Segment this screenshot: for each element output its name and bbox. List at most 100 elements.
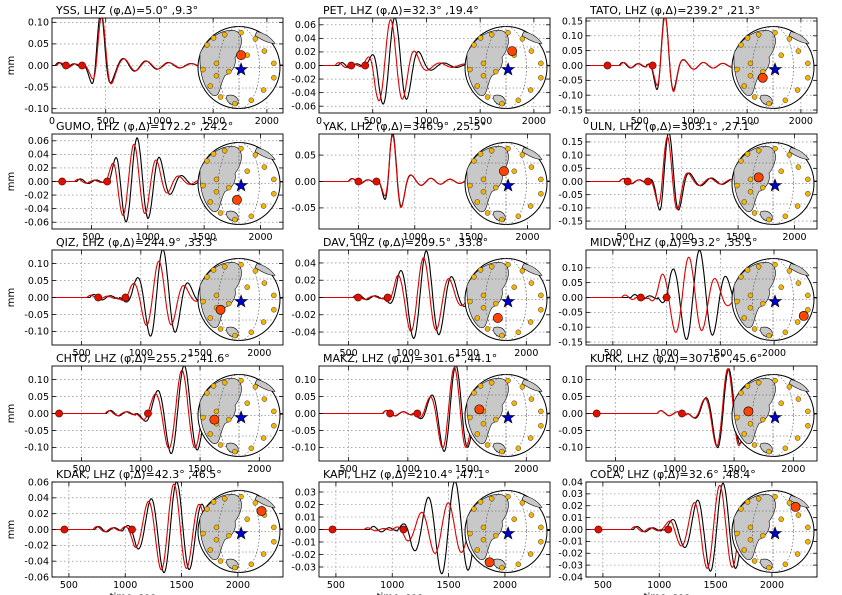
station-dot — [772, 377, 778, 384]
pick-marker — [636, 293, 645, 302]
station-dot — [271, 423, 277, 429]
x-tick-label: 2000 — [247, 348, 271, 359]
pick-marker — [58, 177, 67, 186]
station-dot — [505, 377, 511, 384]
station-dot — [519, 36, 526, 42]
station-dot — [782, 329, 789, 336]
pick-marker — [78, 61, 86, 70]
station-dot — [738, 506, 744, 512]
x-tick-label: 500 — [631, 116, 649, 127]
station-dot — [738, 158, 744, 164]
station-dot — [515, 97, 522, 104]
station-dot — [217, 210, 224, 216]
station-dot — [805, 539, 811, 545]
y-tick-label: -0.10 — [24, 104, 49, 115]
event-star-icon — [768, 410, 783, 424]
x-tick-label: 1500 — [703, 580, 727, 591]
y-tick-label: -0.05 — [291, 203, 316, 214]
panel-14: 500 1000 1500 2000-0.04-0.03-0.02-0.010.000… — [558, 468, 818, 591]
pick-marker — [594, 525, 603, 534]
station-dot — [511, 516, 517, 522]
active-station-dot — [209, 414, 220, 425]
station-dot — [747, 536, 754, 543]
station-dot — [213, 536, 220, 543]
station-dot — [741, 431, 748, 437]
station-dot — [778, 168, 784, 174]
station-dot — [515, 329, 522, 336]
station-dot — [248, 561, 255, 568]
y-tick-label: 0.04 — [295, 34, 316, 45]
pick-marker — [413, 409, 422, 418]
event-star-icon — [234, 294, 249, 308]
panel-11: 500 1000 1500 2000 -0.10 -0.05 0.00 0.05 0.10 KUR… — [558, 352, 818, 475]
station-dot — [207, 83, 214, 89]
station-dot — [488, 263, 495, 270]
active-station-dot — [507, 46, 518, 56]
meridian — [485, 374, 527, 457]
land-mass-north — [788, 379, 810, 392]
station-dot — [538, 191, 544, 197]
station-dot — [467, 298, 473, 305]
y-tick-label: 0.04 — [28, 150, 49, 161]
y-tick-label: 0.02 — [295, 500, 316, 511]
station-dot — [751, 210, 758, 216]
station-dot — [232, 564, 238, 571]
station-dot — [747, 292, 754, 299]
station-dot — [805, 176, 811, 183]
inset-globe — [731, 142, 815, 225]
station-dot — [480, 60, 487, 67]
y-tick-label: -0.03 — [558, 560, 583, 571]
station-dot — [488, 495, 495, 502]
station-dot — [795, 48, 802, 54]
x-tick-label: 2000 — [762, 348, 786, 359]
y-tick-label: -0.01 — [558, 537, 583, 548]
y-tick-label: -0.02 — [558, 549, 583, 560]
y-tick-label: 0.01 — [295, 512, 316, 523]
station-dot — [210, 151, 217, 157]
x-tick-label: 1000 — [113, 580, 137, 591]
station-dot — [734, 66, 740, 73]
y-tick-label: 0.03 — [562, 489, 583, 500]
inset-globe — [731, 258, 815, 341]
station-dot — [488, 31, 495, 38]
station-dot — [252, 384, 259, 390]
station-dot — [755, 263, 762, 270]
y-tick-label: -0.10 — [558, 203, 583, 214]
x-tick-label: 1500 — [735, 116, 759, 127]
y-tick-label: 0.10 — [28, 259, 49, 270]
station-dot — [515, 561, 522, 568]
x-tick-label: 0 — [316, 116, 322, 127]
station-dot — [217, 326, 224, 332]
inset-globe — [197, 258, 281, 341]
station-dot — [734, 414, 740, 421]
station-dot — [505, 261, 511, 268]
station-dot — [477, 267, 484, 273]
station-dot — [755, 147, 762, 154]
station-dot — [471, 274, 477, 280]
station-dot — [471, 42, 477, 48]
station-dot — [528, 280, 535, 286]
event-star-icon — [501, 526, 516, 540]
station-dot — [210, 499, 217, 505]
station-dot — [477, 383, 484, 389]
event-star-icon — [768, 178, 783, 192]
station-dot — [505, 145, 511, 152]
y-tick-label: -0.03 — [291, 562, 316, 573]
station-dot — [538, 292, 544, 299]
station-dot — [488, 379, 495, 386]
pick-marker — [128, 525, 136, 534]
pick-marker — [664, 525, 673, 534]
y-tick-label: -0.06 — [24, 218, 49, 229]
station-dot — [238, 377, 244, 384]
y-tick-label: 0.05 — [562, 392, 583, 403]
station-dot — [511, 284, 517, 290]
station-dot — [207, 547, 214, 553]
y-tick-label: 0.00 — [562, 61, 583, 72]
active-station-dot — [798, 310, 809, 321]
station-dot — [493, 68, 499, 75]
station-dot — [260, 203, 267, 209]
active-station-dot — [743, 406, 754, 417]
station-dot — [252, 36, 259, 42]
x-tick-label: 1000 — [654, 348, 678, 359]
station-dot — [528, 164, 535, 170]
